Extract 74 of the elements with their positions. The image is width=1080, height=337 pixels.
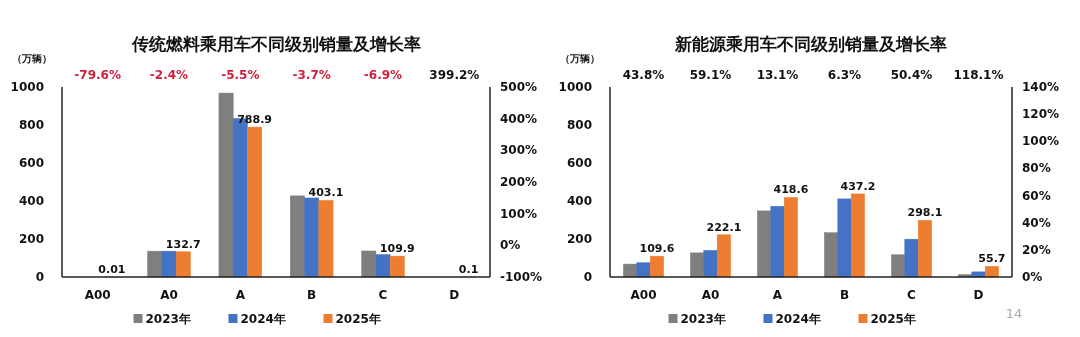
y2-tick-label: 100% — [1022, 134, 1060, 149]
y-tick-label: 400 — [566, 194, 592, 208]
y2-tick-label: 140% — [1022, 80, 1060, 94]
y2-tick-label: 120% — [1022, 107, 1060, 122]
legend-label: 2023年 — [145, 312, 191, 326]
x-tick-label: A — [772, 288, 783, 302]
x-tick-label: D — [449, 288, 460, 302]
y2-tick-label: 60% — [1022, 188, 1051, 203]
x-tick-label: A0 — [160, 288, 178, 302]
legend-label: 2025年 — [335, 312, 381, 326]
legend-label: 2024年 — [775, 312, 821, 326]
y2-tick-label: 0% — [500, 238, 521, 253]
data-label: 418.6 — [773, 183, 809, 197]
text: 43.8% — [622, 68, 665, 82]
y2-tick-label: -100% — [500, 270, 543, 284]
y-axis-title: （万辆） — [12, 53, 52, 64]
data-label: 109.6 — [639, 242, 675, 256]
text: 13.1% — [756, 68, 799, 82]
x-tick-label: A — [235, 288, 246, 302]
x-tick-label: D — [973, 288, 984, 302]
data-label: 109.9 — [379, 242, 415, 256]
y-axis-title: （万辆） — [560, 53, 600, 64]
y-tick-label: 200 — [566, 232, 592, 246]
x-tick-label: C — [907, 288, 917, 302]
x-tick-label: C — [378, 288, 388, 302]
text: -2.4% — [149, 68, 189, 82]
data-label: 55.7 — [978, 252, 1006, 266]
x-tick-label: A00 — [84, 288, 111, 302]
text: -3.7% — [292, 68, 331, 82]
y-tick-label: 800 — [566, 118, 592, 132]
x-tick-label: A00 — [630, 288, 657, 302]
y-tick-label: 1000 — [10, 80, 44, 94]
text: 118.1% — [953, 68, 1004, 82]
y2-tick-label: 80% — [1022, 161, 1051, 176]
data-label: 788.9 — [237, 113, 272, 127]
chart-title: 传统燃料乘用车不同级别销量及增长率 — [130, 34, 421, 54]
x-tick-label: B — [307, 288, 317, 302]
text: 59.1% — [689, 68, 732, 82]
y2-tick-label: 300% — [500, 143, 538, 158]
data-label: 0.01 — [98, 263, 126, 276]
y-tick-label: 1000 — [558, 80, 592, 94]
text: -5.5% — [221, 68, 260, 82]
y2-tick-label: 0% — [1022, 270, 1043, 284]
chart-title: 新能源乘用车不同级别销量及增长率 — [674, 34, 947, 54]
y-tick-label: 0 — [583, 270, 592, 284]
legend-label: 2025年 — [870, 312, 916, 326]
text: -79.6% — [74, 68, 121, 82]
legend-label: 2023年 — [680, 312, 726, 326]
text: 14 — [1005, 306, 1023, 321]
text: 399.2% — [429, 68, 480, 82]
y2-tick-label: 500% — [500, 80, 538, 94]
y-tick-label: 200 — [18, 232, 44, 246]
y-tick-label: 600 — [18, 156, 44, 170]
y2-tick-label: 200% — [500, 175, 538, 189]
text: -6.9% — [363, 68, 403, 82]
data-label: 403.1 — [308, 186, 344, 200]
y-tick-label: 800 — [18, 118, 44, 132]
data-label: 132.7 — [165, 237, 201, 251]
y2-tick-label: 400% — [500, 111, 538, 126]
y2-tick-label: 100% — [500, 206, 538, 221]
data-label: 222.1 — [706, 220, 742, 234]
legend-label: 2024年 — [240, 312, 286, 326]
y2-tick-label: 40% — [1022, 215, 1051, 230]
text: 50.4% — [890, 68, 933, 82]
y-tick-label: 400 — [18, 194, 44, 208]
x-tick-label: B — [839, 288, 850, 302]
y-tick-label: 0 — [35, 270, 44, 284]
data-label: 437.2 — [840, 179, 876, 193]
x-tick-label: A0 — [701, 288, 720, 302]
y2-tick-label: 20% — [1022, 242, 1051, 257]
y-tick-label: 600 — [566, 156, 592, 170]
data-label: 298.1 — [907, 206, 943, 220]
data-label: 0.1 — [458, 262, 479, 276]
text: 6.3% — [827, 68, 862, 82]
